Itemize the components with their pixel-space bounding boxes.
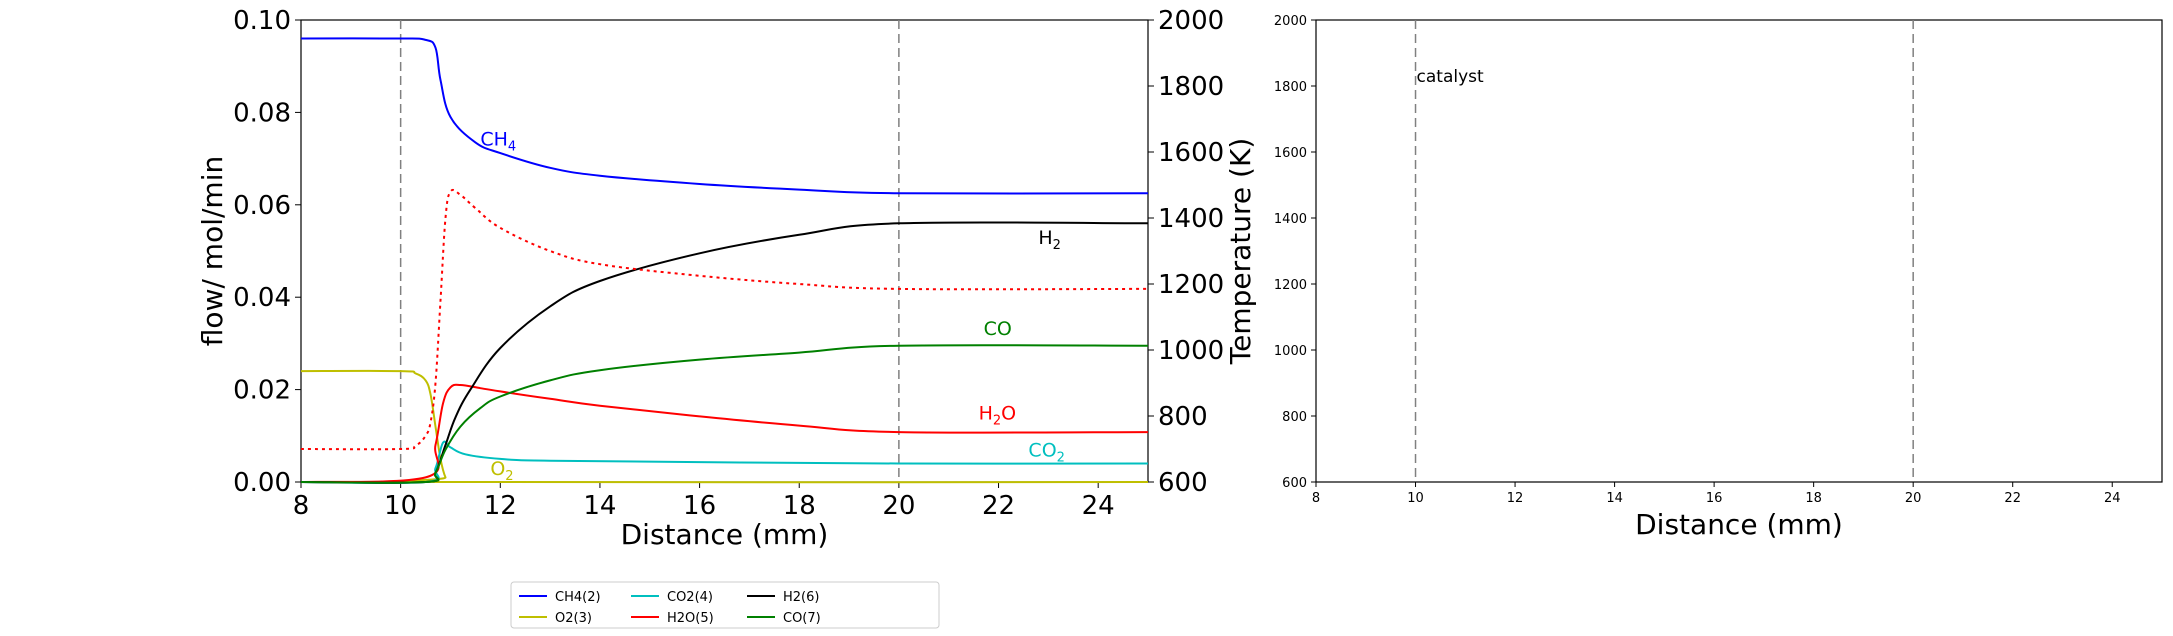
series-label-co2-4: CO2 bbox=[1028, 440, 1065, 466]
y-tick-label: 1800 bbox=[1274, 80, 1307, 95]
x-tick-label: 24 bbox=[1082, 491, 1115, 521]
series-line-temperature bbox=[300, 188, 1149, 451]
series-label-co-7: CO bbox=[984, 318, 1012, 340]
series-label-o2-3: O2 bbox=[490, 458, 513, 484]
y-tick-label: 1600 bbox=[1274, 146, 1307, 161]
x-tick-label: 18 bbox=[1805, 491, 1822, 506]
y-tick-label: 0.06 bbox=[233, 191, 291, 221]
legend-frame bbox=[510, 581, 940, 629]
x-tick-label: 14 bbox=[1606, 491, 1623, 506]
legend-entry: H2(6) bbox=[783, 590, 819, 605]
legend-entry: H2O(5) bbox=[667, 611, 714, 626]
series-line-h2-6 bbox=[300, 221, 1149, 484]
x-tick-label: 22 bbox=[982, 491, 1015, 521]
x-tick-label: 12 bbox=[1507, 491, 1524, 506]
x-tick-label: 10 bbox=[1407, 491, 1424, 506]
y2-tick-label: 1800 bbox=[1158, 72, 1224, 102]
x-tick-label: 18 bbox=[783, 491, 816, 521]
x-tick-label: 22 bbox=[2004, 491, 2021, 506]
x-tick-label: 14 bbox=[583, 491, 616, 521]
y-tick-label: 0.02 bbox=[233, 376, 291, 406]
annotation-catalyst: catalyst bbox=[1417, 67, 1484, 87]
y-axis-label: flow/ mol/min bbox=[196, 156, 229, 346]
x-tick-label: 16 bbox=[683, 491, 716, 521]
y2-tick-label: 1600 bbox=[1158, 138, 1224, 168]
x-tick-label: 12 bbox=[484, 491, 517, 521]
x-axis-label: Distance (mm) bbox=[1635, 508, 1843, 541]
x-axis-label: Distance (mm) bbox=[621, 518, 829, 551]
y-tick-label: 1000 bbox=[1274, 344, 1307, 359]
right-plot: 8 10 12 14 16 18 20 22 24 600 800 1000 1200 1400 1600 1… bbox=[1274, 14, 2163, 541]
y-tick-label: 0.04 bbox=[233, 283, 291, 313]
legend: CH4(2) O2(3) CO2(4) H2O(5) H2(6) CO(7) bbox=[510, 581, 940, 629]
left-plot-frame bbox=[300, 19, 1149, 483]
y-tick-label: 0.00 bbox=[233, 468, 291, 498]
series-label-h2-6: H2 bbox=[1038, 227, 1061, 253]
y-tick-label: 2000 bbox=[1274, 14, 1307, 29]
y-tick-label: 800 bbox=[1282, 410, 1307, 425]
series-label-h2o-5: H2O bbox=[979, 403, 1017, 429]
x-tick-label: 8 bbox=[1312, 491, 1320, 506]
y2-tick-label: 600 bbox=[1158, 468, 1208, 498]
y2-tick-label: 1400 bbox=[1158, 204, 1224, 234]
right-plot-frame bbox=[1315, 19, 2163, 483]
series-line-o2-3 bbox=[300, 369, 1149, 484]
x-tick-label: 20 bbox=[882, 491, 915, 521]
x-tick-label: 10 bbox=[384, 491, 417, 521]
series-line-h2o-5 bbox=[300, 383, 1149, 483]
legend-entry: CO(7) bbox=[783, 611, 821, 626]
legend-entry: O2(3) bbox=[555, 611, 592, 626]
y-tick-label: 0.10 bbox=[233, 6, 291, 36]
y2-tick-label: 1000 bbox=[1158, 336, 1224, 366]
legend-entry: CO2(4) bbox=[667, 590, 713, 605]
left-plot: 8 10 12 14 16 18 20 22 24 0.00 0.02 0.04 0.06 0.08 0.1… bbox=[196, 6, 1257, 629]
y-tick-label: 0.08 bbox=[233, 98, 291, 128]
series-line-co-7 bbox=[300, 344, 1149, 484]
y-tick-label: 1400 bbox=[1274, 212, 1307, 227]
series-line-co2-4 bbox=[300, 440, 1149, 485]
x-tick-label: 24 bbox=[2104, 491, 2121, 506]
legend-entry: CH4(2) bbox=[555, 590, 601, 605]
series-line-ch4-2 bbox=[300, 37, 1149, 195]
y-tick-label: 1200 bbox=[1274, 278, 1307, 293]
y2-axis-label: Temperature (K) bbox=[1224, 138, 1257, 365]
x-tick-label: 16 bbox=[1706, 491, 1723, 506]
x-tick-label: 8 bbox=[293, 491, 310, 521]
y2-tick-label: 2000 bbox=[1158, 6, 1224, 36]
y2-tick-label: 800 bbox=[1158, 402, 1208, 432]
y-tick-label: 600 bbox=[1282, 476, 1307, 491]
x-tick-label: 20 bbox=[1905, 491, 1922, 506]
series-label-ch4-2: CH4 bbox=[480, 129, 516, 155]
y2-tick-label: 1200 bbox=[1158, 270, 1224, 300]
